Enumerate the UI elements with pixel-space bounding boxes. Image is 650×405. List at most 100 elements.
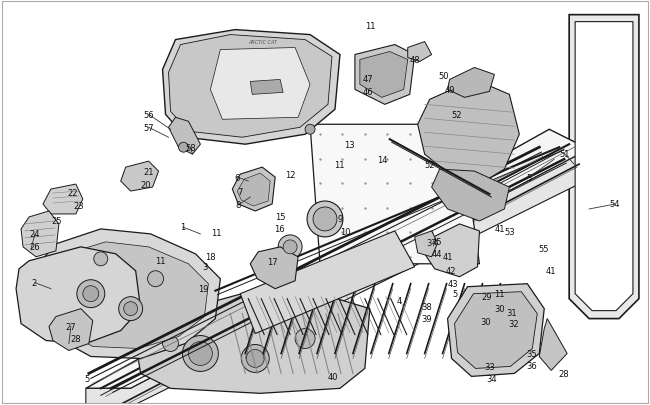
Text: 7: 7 [238, 187, 243, 196]
Text: 25: 25 [51, 217, 62, 226]
Polygon shape [250, 247, 298, 289]
Text: 2: 2 [31, 279, 36, 288]
Circle shape [295, 329, 315, 349]
Polygon shape [415, 231, 437, 257]
Text: 5: 5 [526, 173, 532, 182]
Circle shape [307, 202, 343, 237]
Text: 43: 43 [447, 279, 458, 288]
Text: 30: 30 [494, 305, 504, 313]
Text: 15: 15 [275, 213, 285, 222]
Polygon shape [448, 284, 544, 377]
Text: 9: 9 [337, 215, 343, 224]
Text: 46: 46 [363, 87, 373, 97]
Text: 51: 51 [559, 149, 569, 158]
Circle shape [94, 252, 108, 266]
Text: 10: 10 [340, 228, 350, 237]
Circle shape [283, 240, 297, 254]
Polygon shape [310, 125, 480, 264]
Circle shape [179, 143, 188, 153]
Text: 24: 24 [30, 230, 40, 239]
Text: 37: 37 [426, 239, 437, 248]
Circle shape [188, 342, 213, 366]
Polygon shape [232, 168, 275, 211]
Circle shape [77, 280, 105, 308]
Circle shape [278, 235, 302, 259]
Text: 41: 41 [494, 225, 504, 234]
Text: 41: 41 [443, 253, 453, 262]
Text: 52: 52 [451, 111, 462, 119]
Text: 13: 13 [344, 141, 354, 149]
Polygon shape [162, 30, 340, 145]
Text: 19: 19 [198, 284, 209, 294]
Text: 50: 50 [438, 72, 449, 81]
Text: 40: 40 [328, 372, 338, 381]
Text: 31: 31 [506, 308, 517, 318]
Polygon shape [424, 224, 480, 277]
Polygon shape [41, 242, 209, 349]
Text: 28: 28 [559, 369, 569, 378]
Text: 30: 30 [480, 317, 491, 326]
Text: 52: 52 [424, 160, 435, 169]
Text: 34: 34 [486, 374, 497, 383]
Text: 8: 8 [235, 201, 241, 210]
Text: 58: 58 [185, 143, 196, 152]
Text: 26: 26 [30, 243, 40, 252]
Polygon shape [540, 319, 567, 371]
Text: 54: 54 [610, 200, 620, 209]
Text: 14: 14 [378, 155, 388, 164]
Polygon shape [211, 49, 310, 120]
Polygon shape [250, 80, 283, 95]
Polygon shape [31, 229, 220, 358]
Text: ARCTIC CAT: ARCTIC CAT [248, 40, 277, 45]
Circle shape [246, 350, 264, 367]
Polygon shape [136, 289, 370, 393]
Polygon shape [418, 80, 519, 185]
Polygon shape [360, 52, 408, 98]
Text: 11: 11 [365, 22, 375, 31]
Text: 20: 20 [140, 180, 151, 189]
Polygon shape [237, 174, 270, 207]
Text: 5: 5 [84, 374, 90, 383]
Circle shape [183, 336, 218, 371]
Circle shape [241, 345, 269, 373]
Text: 3: 3 [203, 262, 208, 272]
Circle shape [124, 302, 138, 316]
Circle shape [162, 336, 179, 352]
Text: 23: 23 [73, 202, 84, 211]
Text: 11: 11 [494, 290, 504, 298]
Text: 56: 56 [143, 111, 154, 119]
Polygon shape [448, 68, 495, 98]
Polygon shape [43, 185, 83, 214]
Text: 16: 16 [274, 225, 285, 234]
Circle shape [305, 125, 315, 135]
Text: 5: 5 [452, 290, 457, 298]
Polygon shape [21, 211, 59, 257]
Text: 29: 29 [481, 292, 491, 301]
Polygon shape [49, 309, 93, 351]
Text: 41: 41 [546, 266, 556, 275]
Text: 22: 22 [68, 188, 78, 197]
Text: 4: 4 [397, 296, 402, 305]
Polygon shape [454, 292, 538, 369]
Text: 28: 28 [71, 334, 81, 343]
Polygon shape [240, 231, 415, 334]
Polygon shape [432, 170, 510, 222]
Polygon shape [408, 43, 432, 62]
Text: 49: 49 [445, 86, 455, 95]
Circle shape [148, 271, 164, 287]
Text: 38: 38 [421, 303, 432, 311]
Polygon shape [86, 130, 589, 388]
Polygon shape [569, 16, 639, 319]
Polygon shape [355, 45, 415, 105]
Text: 48: 48 [410, 56, 420, 65]
Text: 55: 55 [538, 245, 549, 254]
Text: 39: 39 [421, 314, 432, 323]
Text: 42: 42 [445, 266, 456, 275]
Text: 44: 44 [432, 250, 442, 259]
Text: 18: 18 [205, 253, 216, 262]
Polygon shape [575, 23, 633, 311]
Text: 17: 17 [267, 258, 278, 266]
Polygon shape [168, 36, 332, 138]
Text: 36: 36 [526, 361, 537, 370]
Text: 27: 27 [66, 322, 76, 331]
